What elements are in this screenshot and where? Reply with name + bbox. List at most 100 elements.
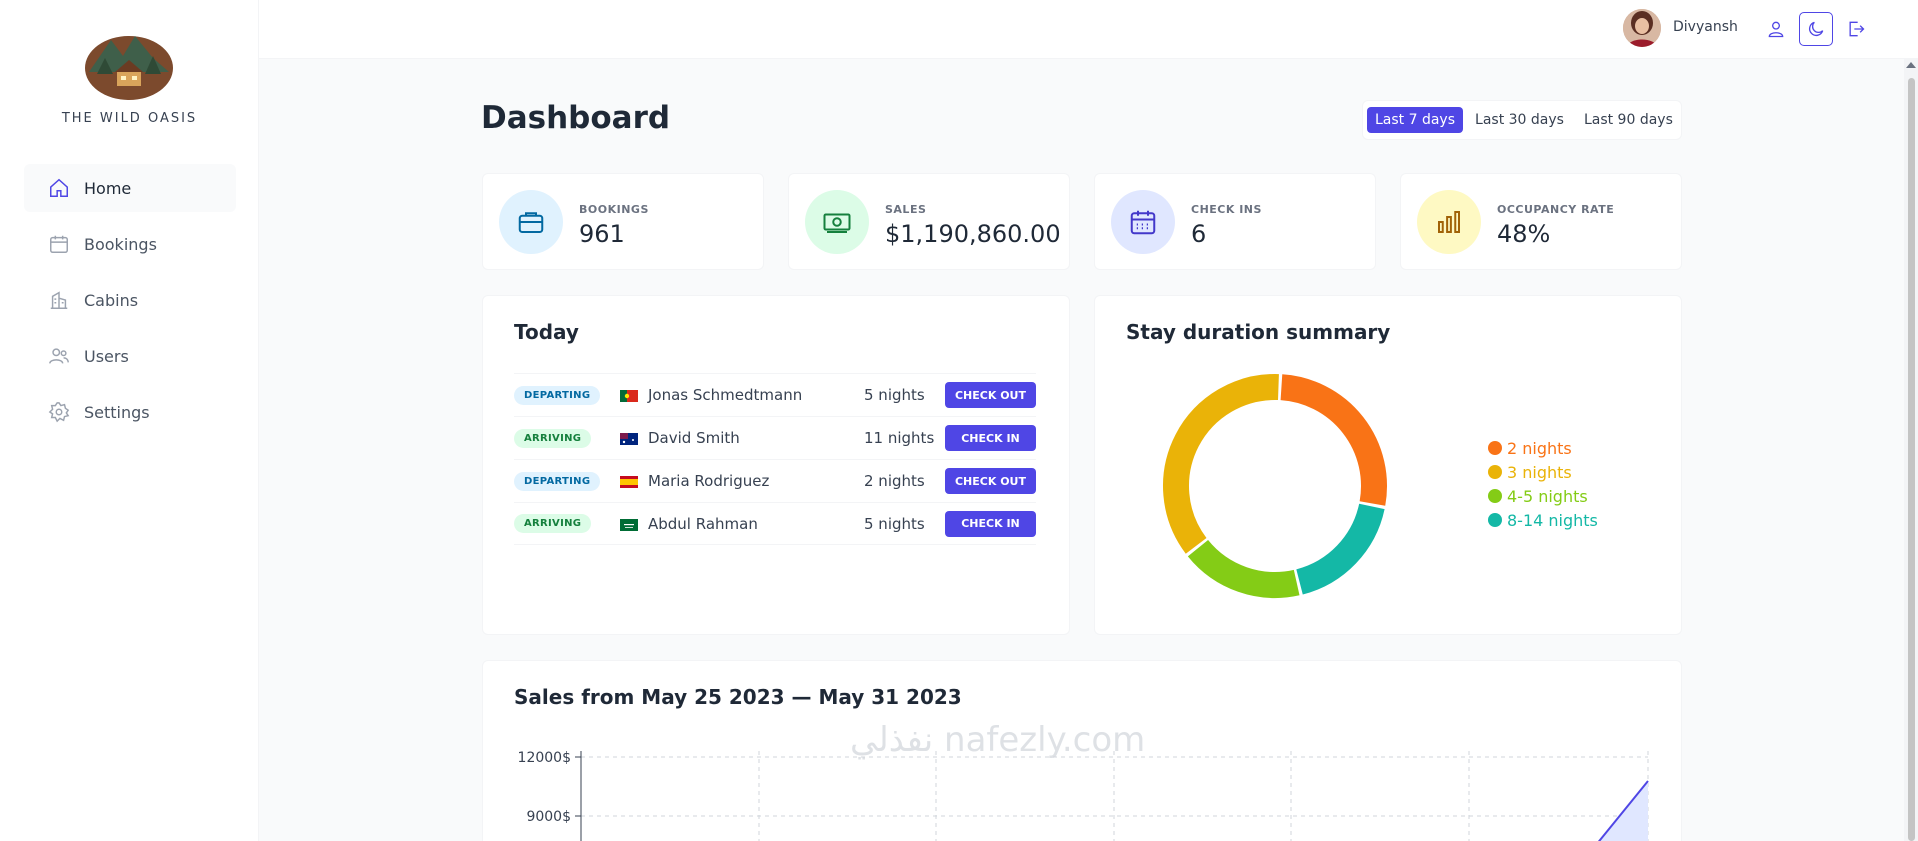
legend-label: 4-5 nights	[1507, 486, 1588, 506]
status-badge: ARRIVING	[514, 428, 592, 448]
date-filter: Last 7 days Last 30 days Last 90 days	[1362, 100, 1682, 140]
logout-icon	[1849, 21, 1865, 37]
sidebar-item-cabins[interactable]: Cabins	[24, 276, 236, 324]
legend-dot	[1488, 441, 1502, 455]
panel-title: Sales from May 25 2023 — May 31 2023	[514, 685, 962, 709]
nights-count: 11 nights	[864, 429, 935, 447]
sidebar-nav: Home Bookings Cabins Users Settings	[24, 164, 236, 444]
sidebar-item-label: Bookings	[84, 234, 157, 254]
sidebar-item-bookings[interactable]: Bookings	[24, 220, 236, 268]
guest-name: Jonas Schmedtmann	[648, 386, 803, 404]
status-badge: DEPARTING	[514, 385, 601, 405]
stat-card-check-ins: CHECK INS 6	[1094, 173, 1376, 270]
y-tick-label: 12000$	[518, 750, 571, 766]
gear-icon	[48, 402, 70, 423]
status-badge: ARRIVING	[514, 514, 592, 533]
legend-dot	[1488, 489, 1502, 503]
stat-label: CHECK INS	[1191, 203, 1262, 216]
filter-last-90-days[interactable]: Last 90 days	[1583, 112, 1673, 128]
stay-duration-donut-chart	[1163, 374, 1387, 598]
username: Divyansh	[1673, 19, 1738, 35]
banknotes-icon	[823, 213, 851, 233]
logo	[83, 28, 175, 100]
legend-dot	[1488, 513, 1502, 527]
legend-item: 8-14 nights	[1488, 508, 1598, 532]
chart-legend: 2 nights 3 nights 4-5 nights 8-14 nights	[1488, 436, 1598, 532]
logout-button[interactable]	[1839, 12, 1873, 46]
donut-slice-4-5-nights[interactable]	[1187, 539, 1300, 598]
calendar-days-icon	[1130, 210, 1156, 235]
nights-count: 2 nights	[864, 472, 925, 490]
dark-mode-toggle[interactable]	[1799, 12, 1833, 46]
australia-flag-icon	[620, 433, 638, 445]
panel-title: Today	[514, 320, 579, 344]
stat-card-sales: SALES $1,190,860.00	[788, 173, 1070, 270]
sidebar-item-users[interactable]: Users	[24, 332, 236, 380]
briefcase-icon	[518, 212, 544, 233]
app-name: THE WILD OASIS	[61, 111, 198, 126]
sidebar: THE WILD OASIS Home Bookings Cabins User…	[0, 0, 259, 841]
sidebar-item-home[interactable]: Home	[24, 164, 236, 212]
home-icon	[50, 178, 68, 197]
legend-item: 3 nights	[1488, 460, 1598, 484]
activity-row: DEPARTING Maria Rodriguez 2 nights CHECK…	[514, 459, 1036, 502]
guest-name: Abdul Rahman	[648, 514, 758, 533]
activity-row: ARRIVING Abdul Rahman 5 nights CHECK IN	[514, 502, 1036, 545]
stat-icon-bg	[1111, 190, 1175, 254]
stat-label: OCCUPANCY RATE	[1497, 203, 1615, 216]
check-out-button[interactable]: CHECK OUT	[945, 468, 1036, 494]
check-in-button[interactable]: CHECK IN	[945, 510, 1036, 537]
filter-last-7-days[interactable]: Last 7 days	[1367, 107, 1464, 133]
nights-count: 5 nights	[864, 386, 925, 404]
sales-panel: Sales from May 25 2023 — May 31 2023 120…	[482, 660, 1682, 841]
legend-label: 3 nights	[1507, 462, 1572, 482]
legend-item: 2 nights	[1488, 436, 1598, 460]
today-panel: Today DEPARTING Jonas Schmedtmann 5 nigh…	[482, 295, 1070, 635]
y-tick-label: 9000$	[526, 809, 571, 825]
portugal-flag-icon	[620, 390, 638, 402]
building-icon	[50, 291, 68, 309]
sidebar-item-label: Users	[84, 346, 129, 366]
stat-icon-bg	[1417, 190, 1481, 254]
status-badge: DEPARTING	[514, 471, 601, 491]
check-in-button[interactable]: CHECK IN	[945, 425, 1036, 451]
donut-slice-8-14-nights[interactable]	[1295, 503, 1385, 595]
legend-label: 2 nights	[1507, 438, 1572, 458]
donut-slice-3-nights[interactable]	[1163, 374, 1279, 554]
scrollbar-thumb[interactable]	[1908, 78, 1915, 841]
stat-icon-bg	[805, 190, 869, 254]
stat-value: 6	[1191, 220, 1207, 248]
check-out-button[interactable]: CHECK OUT	[945, 382, 1036, 408]
donut-slice-2-nights[interactable]	[1280, 374, 1387, 506]
account-button[interactable]	[1759, 12, 1793, 46]
legend-dot	[1488, 465, 1502, 479]
page-title: Dashboard	[481, 100, 671, 136]
legend-label: 8-14 nights	[1507, 510, 1598, 530]
sidebar-item-label: Cabins	[84, 290, 139, 310]
chart-bar-icon	[1438, 211, 1460, 233]
sidebar-item-label: Settings	[84, 402, 150, 422]
stat-label: SALES	[885, 203, 927, 216]
watermark: نفذلي nafezly.com	[850, 720, 1146, 760]
avatar[interactable]	[1623, 9, 1661, 47]
top-header: Divyansh	[259, 0, 1918, 59]
guest-name: Maria Rodriguez	[648, 472, 770, 490]
stat-value: $1,190,860.00	[885, 220, 1061, 248]
stat-value: 48%	[1497, 220, 1551, 248]
nights-count: 5 nights	[864, 514, 925, 533]
filter-last-30-days[interactable]: Last 30 days	[1475, 112, 1564, 128]
user-icon	[1768, 21, 1784, 38]
sales-area-fill	[1599, 781, 1648, 841]
panel-title: Stay duration summary	[1126, 320, 1391, 344]
sidebar-item-label: Home	[84, 178, 132, 198]
saudi-arabia-flag-icon	[620, 519, 638, 531]
activity-row: ARRIVING David Smith 11 nights CHECK IN	[514, 416, 1036, 459]
scroll-up-arrow[interactable]	[1906, 62, 1916, 68]
stat-value: 961	[579, 220, 625, 248]
sales-area-chart: 12000$ 9000$	[518, 750, 1649, 841]
spain-flag-icon	[620, 476, 638, 488]
stat-card-occupancy: OCCUPANCY RATE 48%	[1400, 173, 1682, 270]
sidebar-item-settings[interactable]: Settings	[24, 388, 236, 436]
calendar-icon	[50, 235, 68, 253]
activity-row: DEPARTING Jonas Schmedtmann 5 nights CHE…	[514, 373, 1036, 416]
